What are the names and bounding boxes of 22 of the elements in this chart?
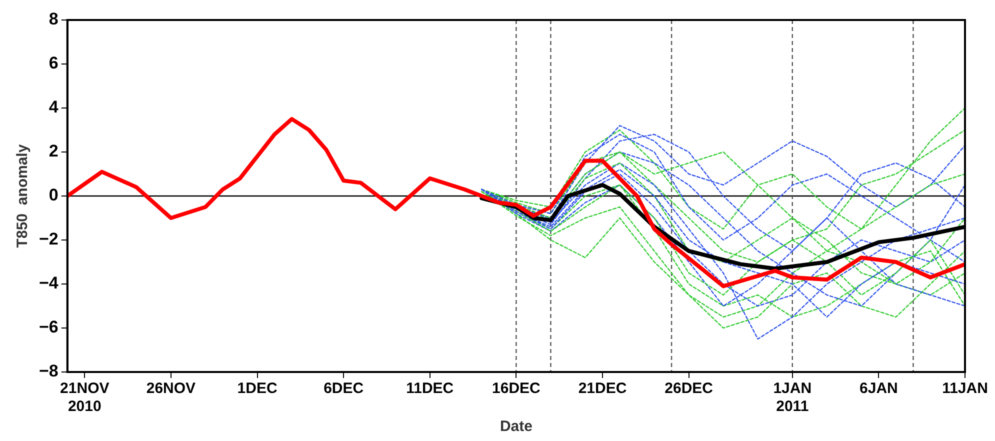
y-tick-label: −6 [38,318,58,337]
x-tick-label: 11JAN [942,380,988,398]
x-tick-label: 6JAN [860,380,898,398]
x-tick-label: 26NOV [146,380,196,398]
y-tick-label: −8 [38,362,58,381]
y-tick-label: 4 [48,98,59,117]
x-axis-title: Date [500,418,532,436]
x-tick-label: 1DEC [237,380,278,398]
y-axis-title: T850 anomaly [14,144,32,248]
x-tick-label: 21NOV 2010 [60,380,110,416]
y-tick-label: 8 [48,10,58,29]
y-tick-label: −4 [38,274,59,293]
x-tick-label: 21DEC [578,380,627,398]
y-tick-label: 2 [48,142,58,161]
y-tick-label: −2 [38,230,58,249]
x-tick-label: 16DEC [492,380,541,398]
x-tick-label: 6DEC [324,380,364,398]
y-tick-label: 0 [48,186,58,205]
x-tick-label: 1JAN 2011 [773,380,812,416]
x-tick-label: 26DEC [664,380,714,398]
x-tick-label: 11DEC [406,380,454,398]
y-tick-label: 6 [48,54,58,73]
